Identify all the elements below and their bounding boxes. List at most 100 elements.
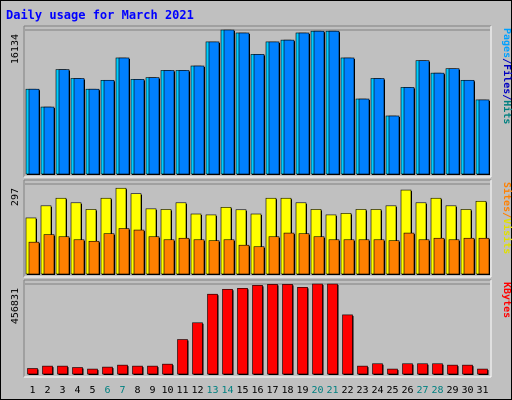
bar-files-day-24 xyxy=(373,78,385,175)
bar-sites-day-25 xyxy=(388,240,400,275)
x-tick-label-day-15: 15 xyxy=(236,385,248,396)
bar-sites-day-26 xyxy=(403,232,415,275)
bar-files-day-9 xyxy=(148,77,160,175)
bar-files-day-3 xyxy=(58,69,70,175)
bar-kbytes-day-16 xyxy=(252,285,263,375)
bar-files-day-30 xyxy=(463,79,475,175)
series-label-segment: Sites xyxy=(501,182,512,212)
panel-top: 16134 Pages/Files/Hits xyxy=(10,25,512,178)
x-tick-label-day-13: 13 xyxy=(206,385,218,396)
bar-sites-day-21 xyxy=(328,239,340,275)
bar-kbytes-day-27 xyxy=(417,363,428,375)
bar-kbytes-day-4 xyxy=(72,367,83,375)
bar-sites-day-31 xyxy=(478,237,490,275)
bar-sites-day-27 xyxy=(418,239,430,275)
x-tick-label-day-31: 31 xyxy=(476,385,488,396)
bar-kbytes-day-19 xyxy=(297,287,308,375)
bar-files-day-20 xyxy=(313,30,325,175)
bar-files-day-29 xyxy=(448,68,460,175)
bar-files-day-4 xyxy=(73,78,85,175)
x-tick-label-day-3: 3 xyxy=(59,385,65,396)
x-tick-label-day-4: 4 xyxy=(74,385,80,396)
bar-kbytes-day-6 xyxy=(102,366,113,375)
bar-files-day-12 xyxy=(193,65,205,175)
bar-sites-day-17 xyxy=(268,236,280,275)
bar-sites-day-7 xyxy=(118,228,130,275)
panel-bottom: 456831 KBytes xyxy=(10,279,512,378)
bar-kbytes-day-28 xyxy=(432,363,443,375)
x-tick-label-day-16: 16 xyxy=(251,385,263,396)
bar-files-day-25 xyxy=(388,115,400,175)
bar-sites-day-9 xyxy=(148,236,160,275)
x-tick-label-day-19: 19 xyxy=(296,385,308,396)
bar-sites-day-14 xyxy=(223,239,235,275)
bar-sites-day-3 xyxy=(58,236,70,275)
bar-sites-day-4 xyxy=(73,239,85,275)
series-label-segment: KBytes xyxy=(501,282,512,318)
panel-bottom-series-label: KBytes xyxy=(501,282,512,318)
x-tick-label-day-20: 20 xyxy=(311,385,323,396)
x-tick-label-day-14: 14 xyxy=(221,385,233,396)
bar-sites-day-13 xyxy=(208,240,220,275)
bar-kbytes-day-12 xyxy=(192,322,203,375)
panel-middle-series-label: Sites/Visits xyxy=(501,182,512,254)
x-tick-label-day-23: 23 xyxy=(356,385,368,396)
series-label-segment: / xyxy=(501,58,512,64)
bar-files-day-23 xyxy=(358,98,370,175)
x-tick-label-day-9: 9 xyxy=(149,385,155,396)
bar-sites-day-24 xyxy=(373,239,385,275)
bar-kbytes-day-21 xyxy=(327,283,338,375)
bar-kbytes-day-23 xyxy=(357,365,368,375)
x-tick-label-day-11: 11 xyxy=(176,385,188,396)
bar-kbytes-day-18 xyxy=(282,284,293,375)
x-tick-label-day-30: 30 xyxy=(461,385,473,396)
series-label-segment: / xyxy=(501,212,512,218)
x-tick-label-day-25: 25 xyxy=(386,385,398,396)
x-tick-label-day-28: 28 xyxy=(431,385,443,396)
bar-files-day-13 xyxy=(208,41,220,175)
bar-files-day-5 xyxy=(88,88,100,175)
bar-sites-day-28 xyxy=(433,237,445,275)
bar-files-day-7 xyxy=(118,57,130,175)
bar-files-day-6 xyxy=(103,79,115,175)
bar-kbytes-day-14 xyxy=(222,288,233,375)
x-tick-label-day-17: 17 xyxy=(266,385,278,396)
bar-kbytes-day-1 xyxy=(27,368,38,375)
x-tick-label-day-22: 22 xyxy=(341,385,353,396)
chart-title: Daily usage for March 2021 xyxy=(6,8,194,22)
bar-kbytes-day-17 xyxy=(267,284,278,375)
bar-sites-day-6 xyxy=(103,233,115,275)
bar-kbytes-day-31 xyxy=(477,368,488,375)
bar-sites-day-5 xyxy=(88,240,100,275)
x-tick-label-day-1: 1 xyxy=(29,385,35,396)
bar-kbytes-day-30 xyxy=(462,364,473,375)
panel-bottom-max-label: 456831 xyxy=(10,288,21,324)
bar-files-day-14 xyxy=(223,29,235,175)
bar-kbytes-day-15 xyxy=(237,288,248,375)
series-label-segment: / xyxy=(501,94,512,100)
bar-files-day-2 xyxy=(43,106,55,175)
bar-sites-day-18 xyxy=(283,232,295,275)
bar-kbytes-day-20 xyxy=(312,283,323,375)
x-axis-labels: 1 2 3 4 5 6 7 8 9 10 11 12 13 14 15 16 17 18 19 20 21 22 23 24 2… xyxy=(29,385,488,396)
bar-files-day-17 xyxy=(268,41,280,175)
panel-top-series-label: Pages/Files/Hits xyxy=(501,28,512,124)
panel-middle: 297 Sites/Visits xyxy=(10,179,512,278)
series-label-segment: Files xyxy=(501,64,512,94)
series-kbytes xyxy=(27,283,489,375)
bar-files-day-26 xyxy=(403,87,415,175)
bar-files-day-8 xyxy=(133,79,145,175)
bar-sites-day-22 xyxy=(343,239,355,275)
bar-kbytes-day-11 xyxy=(177,339,188,375)
bar-sites-day-20 xyxy=(313,236,325,275)
bar-files-day-10 xyxy=(163,70,175,175)
bar-kbytes-day-7 xyxy=(117,364,128,375)
bar-sites-day-23 xyxy=(358,239,370,275)
bar-kbytes-day-10 xyxy=(162,363,173,375)
x-tick-label-day-7: 7 xyxy=(119,385,125,396)
bar-kbytes-day-13 xyxy=(207,293,218,375)
x-tick-label-day-27: 27 xyxy=(416,385,428,396)
series-label-segment: Pages xyxy=(501,28,512,58)
